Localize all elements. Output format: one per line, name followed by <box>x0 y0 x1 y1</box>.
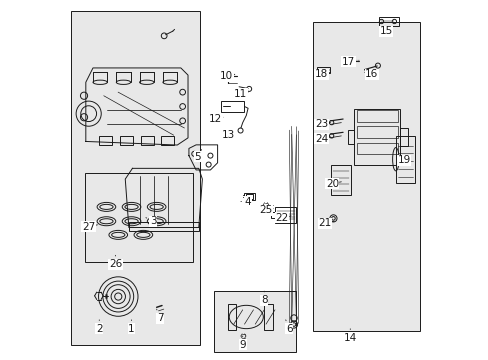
Bar <box>128 222 198 231</box>
Text: 16: 16 <box>364 69 378 79</box>
Bar <box>264 305 273 329</box>
Bar <box>99 136 112 145</box>
Bar <box>353 109 400 165</box>
Text: 19: 19 <box>396 155 410 165</box>
Bar <box>348 130 353 144</box>
Bar <box>356 126 397 138</box>
Text: 2: 2 <box>96 320 102 334</box>
Text: 12: 12 <box>209 114 223 124</box>
Bar <box>120 136 133 145</box>
Bar <box>312 22 419 330</box>
Text: 5: 5 <box>194 149 201 162</box>
Text: 7: 7 <box>156 309 163 323</box>
Text: 22: 22 <box>275 213 290 222</box>
Text: 8: 8 <box>261 291 267 305</box>
Bar <box>246 194 252 199</box>
Text: 10: 10 <box>220 71 233 81</box>
Text: 26: 26 <box>108 255 122 269</box>
Bar <box>316 67 329 73</box>
Text: 27: 27 <box>81 222 97 231</box>
Bar <box>141 136 153 145</box>
Text: 14: 14 <box>343 329 356 343</box>
Bar <box>274 207 296 223</box>
Bar <box>85 173 192 262</box>
Text: 4: 4 <box>241 197 251 207</box>
Bar <box>395 136 414 183</box>
Text: 21: 21 <box>318 218 333 228</box>
Bar <box>161 136 174 145</box>
Text: 1: 1 <box>128 320 135 334</box>
Bar <box>400 128 407 146</box>
Text: 23: 23 <box>314 120 330 129</box>
Text: 15: 15 <box>379 26 392 37</box>
Text: 13: 13 <box>221 130 235 140</box>
Bar <box>221 101 244 112</box>
Text: 18: 18 <box>314 69 330 79</box>
Text: 20: 20 <box>325 179 341 189</box>
Text: 3: 3 <box>145 216 156 226</box>
Text: 6: 6 <box>285 320 292 334</box>
Bar <box>356 143 397 154</box>
Bar <box>330 165 351 195</box>
Text: 25: 25 <box>259 206 273 216</box>
Text: 9: 9 <box>239 336 245 350</box>
Bar <box>228 305 235 329</box>
Bar <box>271 212 274 219</box>
Bar <box>214 291 296 352</box>
Text: 17: 17 <box>341 57 354 67</box>
Text: 11: 11 <box>234 89 247 99</box>
Bar <box>70 12 199 345</box>
Bar <box>244 193 255 200</box>
Bar <box>378 17 398 26</box>
Bar <box>356 110 397 122</box>
Text: 24: 24 <box>314 134 330 144</box>
